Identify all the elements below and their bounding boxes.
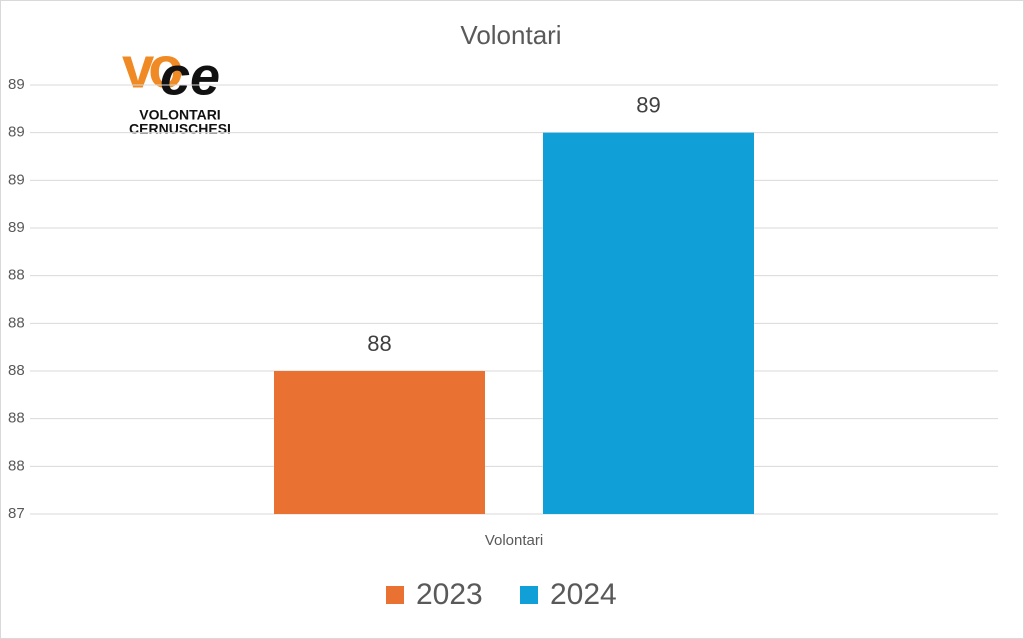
logo-text: CERNUSCHESI — [129, 121, 231, 137]
y-tick-label: 89 — [8, 171, 25, 188]
y-tick-label: 89 — [8, 219, 25, 236]
y-tick-label: 88 — [8, 314, 25, 331]
bar — [543, 132, 754, 514]
legend-label: 2023 — [416, 578, 483, 611]
y-tick-label: 87 — [8, 505, 25, 522]
y-tick-label: 88 — [8, 457, 25, 474]
legend-swatch — [520, 586, 538, 604]
y-tick-label: 88 — [8, 267, 25, 284]
y-tick-label: 88 — [8, 362, 25, 379]
chart-title: Volontari — [460, 20, 561, 50]
data-label: 88 — [367, 331, 391, 356]
y-tick-label: 89 — [8, 76, 25, 93]
logo: vo ce VOLONTARI CERNUSCHESI — [122, 35, 231, 136]
x-tick-label: Volontari — [485, 532, 543, 549]
logo-mark: ce — [160, 46, 220, 106]
logo-text: VOLONTARI — [139, 107, 220, 123]
legend-label: 2024 — [550, 578, 617, 611]
legend-swatch — [386, 586, 404, 604]
logo-mark: vo — [122, 35, 182, 100]
data-label: 89 — [636, 92, 660, 117]
bar — [274, 371, 485, 514]
y-tick-label: 89 — [8, 124, 25, 141]
y-tick-label: 88 — [8, 410, 25, 427]
